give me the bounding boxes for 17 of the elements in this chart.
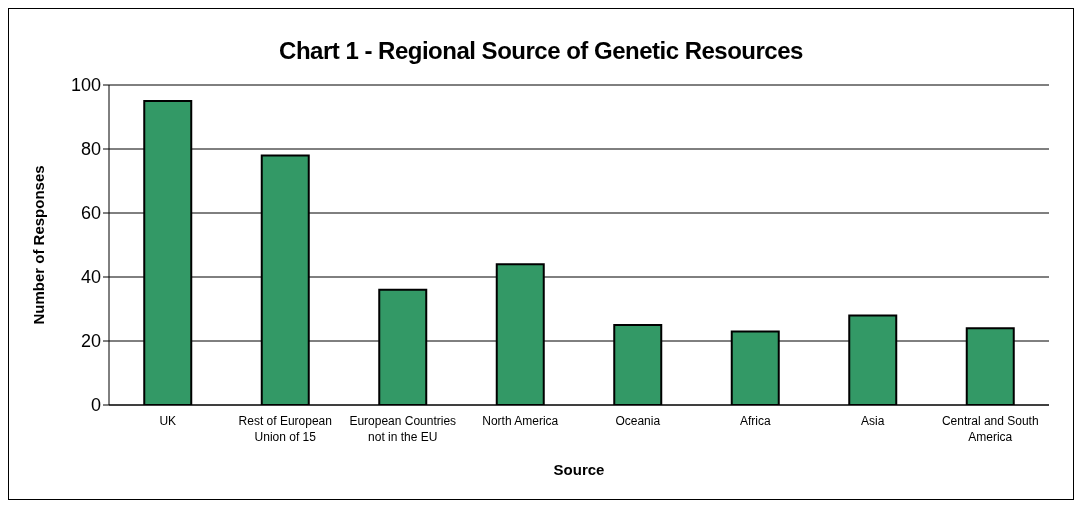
chart-title: Chart 1 - Regional Source of Genetic Resources	[278, 37, 804, 65]
y-tick-label: 60	[80, 203, 101, 224]
x-tick-label: Africa	[739, 414, 771, 428]
y-tick-label: 40	[80, 267, 101, 288]
y-tick-label: 80	[80, 139, 101, 160]
x-tick-label: Oceania	[615, 414, 661, 428]
x-tick-label: Asia	[861, 414, 885, 428]
y-axis-title: Number of Responses	[30, 165, 48, 325]
x-axis-title: Source	[553, 461, 605, 478]
x-tick-label: Central and South America	[941, 414, 1039, 444]
y-tick-label: 100	[70, 75, 101, 96]
y-tick-label: 20	[80, 331, 101, 352]
x-tick-label: North America	[482, 414, 559, 428]
y-tick-label: 0	[90, 395, 101, 416]
x-tick-label: European Countries not in the EU	[349, 414, 457, 444]
x-tick-label: Rest of European Union of 15	[238, 414, 332, 444]
x-tick-label: UK	[159, 414, 177, 428]
